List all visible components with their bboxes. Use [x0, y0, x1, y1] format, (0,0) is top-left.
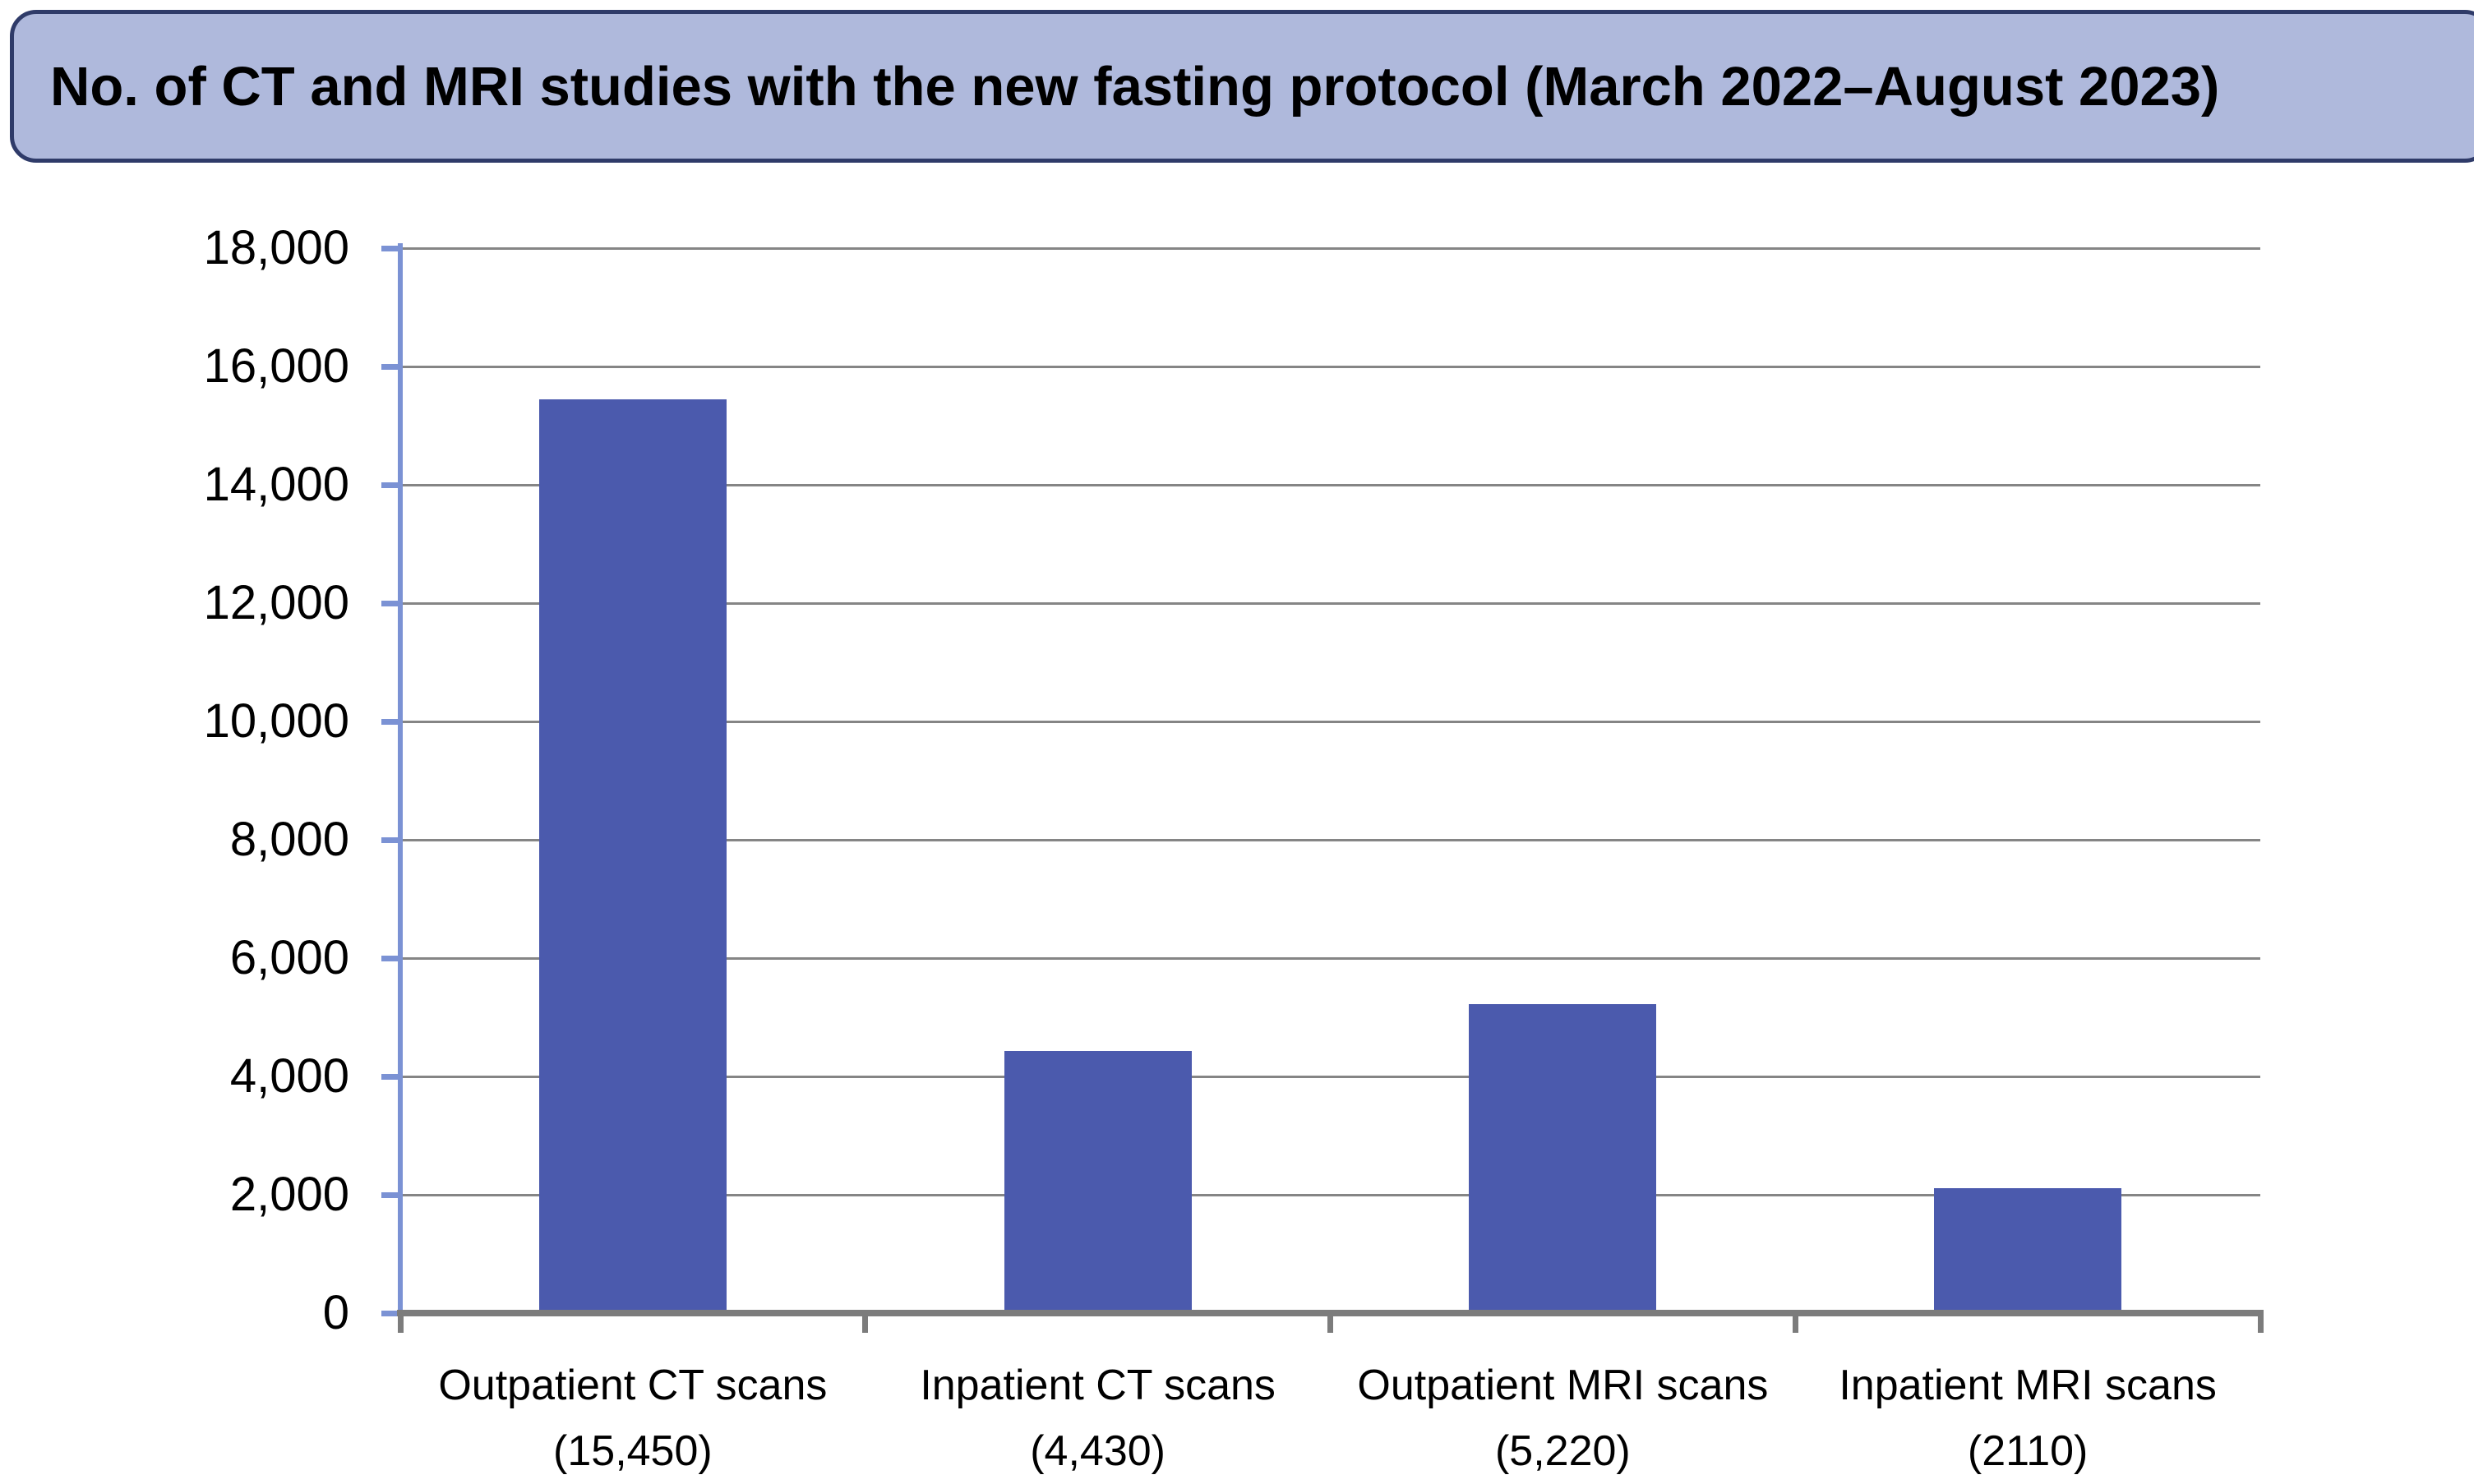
chart-title: No. of CT and MRI studies with the new f… [50, 55, 2220, 118]
x-category-label-inpatient-ct-scans: Inpatient CT scans (4,430) [827, 1353, 1369, 1484]
gridline-14000 [400, 483, 2260, 486]
gridline-16000 [400, 365, 2260, 368]
category-name: Outpatient CT scans [438, 1362, 828, 1409]
category-value: (5,220) [1494, 1427, 1631, 1475]
x-axis-tick-3 [1792, 1313, 1798, 1333]
bar-inpatient-ct-scans [1004, 1051, 1192, 1313]
gridline-10000 [400, 720, 2260, 723]
gridline-6000 [400, 956, 2260, 960]
y-axis-tick-10000 [381, 718, 401, 725]
y-axis-tick-8000 [381, 836, 401, 843]
gridline-2000 [400, 1193, 2260, 1196]
bar-inpatient-mri-scans [1934, 1188, 2122, 1313]
y-axis-tick-2000 [381, 1191, 401, 1198]
gridline-8000 [400, 838, 2260, 841]
gridline-4000 [400, 1075, 2260, 1078]
x-category-label-outpatient-mri-scans: Outpatient MRI scans (5,220) [1291, 1353, 1834, 1484]
y-axis-tick-6000 [381, 955, 401, 961]
x-axis-tick-1 [862, 1313, 869, 1333]
bar-outpatient-mri-scans [1469, 1004, 1657, 1313]
gridline-12000 [400, 601, 2260, 605]
y-tick-label-4000: 4,000 [229, 1049, 349, 1103]
gridline-18000 [400, 247, 2260, 250]
y-tick-label-6000: 6,000 [229, 931, 349, 984]
y-tick-label-18000: 18,000 [203, 221, 349, 274]
y-axis-line [398, 243, 403, 1316]
category-value: (15,450) [553, 1427, 713, 1475]
y-tick-label-12000: 12,000 [203, 576, 349, 629]
category-value: (4,430) [1030, 1427, 1165, 1475]
y-tick-label-16000: 16,000 [203, 339, 349, 393]
y-tick-label-14000: 14,000 [203, 458, 349, 511]
y-axis-tick-18000 [381, 245, 401, 251]
y-axis-tick-0 [381, 1310, 401, 1316]
x-category-label-outpatient-ct-scans: Outpatient CT scans (15,450) [362, 1353, 904, 1484]
y-axis-tick-4000 [381, 1073, 401, 1080]
category-name: Inpatient MRI scans [1839, 1362, 2217, 1409]
y-tick-label-2000: 2,000 [229, 1168, 349, 1221]
x-axis-tick-0 [397, 1313, 404, 1333]
x-category-label-inpatient-mri-scans: Inpatient MRI scans (2110) [1756, 1353, 2299, 1484]
category-name: Outpatient MRI scans [1357, 1362, 1769, 1409]
x-axis-tick-2 [1327, 1313, 1333, 1333]
bar-outpatient-ct-scans [538, 399, 727, 1313]
y-tick-label-10000: 10,000 [203, 694, 349, 748]
y-axis-tick-12000 [381, 600, 401, 606]
y-axis-tick-16000 [381, 363, 401, 370]
chart-title-banner: No. of CT and MRI studies with the new f… [10, 10, 2474, 163]
x-axis-tick-4 [2257, 1313, 2264, 1333]
category-value: (2110) [1967, 1427, 2089, 1475]
y-tick-label-8000: 8,000 [229, 813, 349, 866]
y-axis-tick-14000 [381, 482, 401, 488]
y-tick-label-0: 0 [322, 1286, 349, 1339]
category-name: Inpatient CT scans [920, 1362, 1276, 1409]
